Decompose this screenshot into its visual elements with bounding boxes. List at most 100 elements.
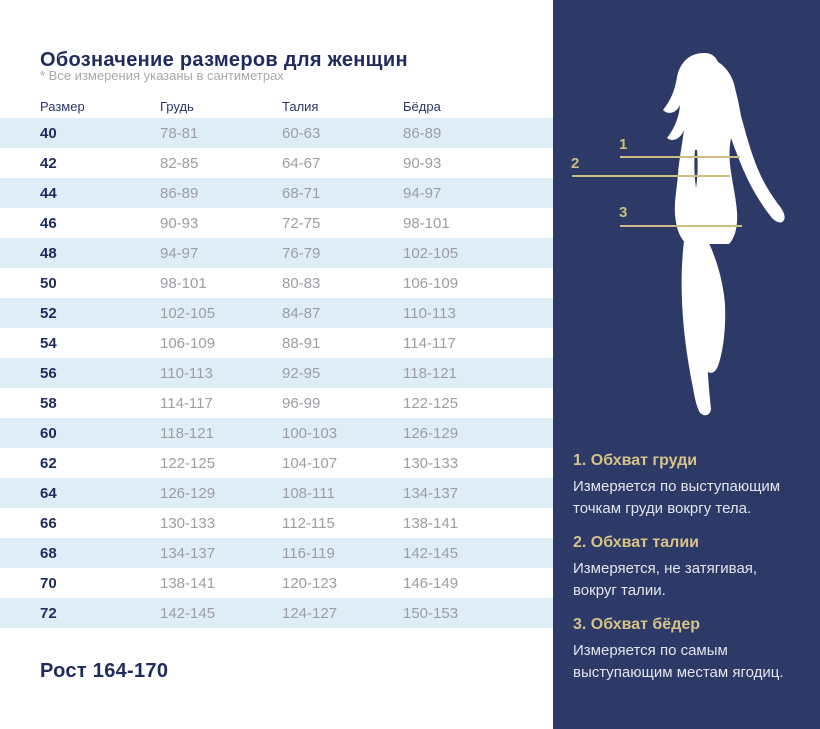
waist-cell: 116-119 <box>282 544 335 562</box>
hips-cell: 94-97 <box>403 184 442 202</box>
table-row: 62 122-125 104-107 130-133 <box>0 448 553 478</box>
table-row: 66 130-133 112-115 138-141 <box>0 508 553 538</box>
waist-cell: 120-123 <box>282 574 338 592</box>
hips-cell: 102-105 <box>403 244 459 262</box>
measure-line-1 <box>620 156 740 158</box>
measurement-notes: 1. Обхват груди Измеряется по выступающи… <box>573 452 807 698</box>
hips-cell: 150-153 <box>403 604 459 622</box>
measure-label-2: 2 <box>571 155 580 172</box>
hips-cell: 134-137 <box>403 484 459 502</box>
hips-cell: 90-93 <box>403 154 442 172</box>
chest-cell: 110-113 <box>160 364 213 382</box>
table-row: 52 102-105 84-87 110-113 <box>0 298 553 328</box>
waist-cell: 100-103 <box>282 424 338 442</box>
size-cell: 72 <box>40 604 57 622</box>
table-row: 50 98-101 80-83 106-109 <box>0 268 553 298</box>
chest-cell: 138-141 <box>160 574 216 592</box>
hips-cell: 122-125 <box>403 394 459 412</box>
page-title: Обозначение размеров для женщин <box>40 49 408 72</box>
chest-cell: 122-125 <box>160 454 216 472</box>
table-row: 40 78-81 60-63 86-89 <box>0 118 553 148</box>
table-row: 54 106-109 88-91 114-117 <box>0 328 553 358</box>
note-chest: 1. Обхват груди Измеряется по выступающи… <box>573 452 807 520</box>
chest-cell: 114-117 <box>160 394 213 412</box>
size-cell: 52 <box>40 304 57 322</box>
info-panel: 1 2 3 1. Обхват груди Измеряется по выст… <box>553 0 820 729</box>
measure-line-3 <box>620 225 742 227</box>
size-cell: 40 <box>40 124 57 142</box>
size-cell: 46 <box>40 214 57 232</box>
size-cell: 42 <box>40 154 57 172</box>
size-cell: 64 <box>40 484 57 502</box>
hips-cell: 114-117 <box>403 334 456 352</box>
hips-cell: 98-101 <box>403 214 450 232</box>
hips-cell: 146-149 <box>403 574 459 592</box>
size-cell: 48 <box>40 244 57 262</box>
table-row: 56 110-113 92-95 118-121 <box>0 358 553 388</box>
chest-cell: 78-81 <box>160 124 199 142</box>
note-waist-heading: 2. Обхват талии <box>573 534 699 551</box>
waist-cell: 76-79 <box>282 244 321 262</box>
chest-cell: 102-105 <box>160 304 216 322</box>
chest-cell: 134-137 <box>160 544 216 562</box>
table-row: 68 134-137 116-119 142-145 <box>0 538 553 568</box>
waist-cell: 72-75 <box>282 214 321 232</box>
waist-cell: 80-83 <box>282 274 321 292</box>
note-waist-body: Измеряется, не затягивая, вокруг талии. <box>573 560 758 599</box>
hips-cell: 106-109 <box>403 274 459 292</box>
chest-cell: 130-133 <box>160 514 216 532</box>
header-cell-size: Размер <box>40 98 85 114</box>
waist-cell: 108-111 <box>282 484 335 502</box>
hips-cell: 142-145 <box>403 544 459 562</box>
chest-cell: 86-89 <box>160 184 199 202</box>
table-row: 60 118-121 100-103 126-129 <box>0 418 553 448</box>
size-table: Размер Грудь Талия Бёдра 40 78-81 60-63 86-… <box>0 94 553 628</box>
waist-cell: 68-71 <box>282 184 321 202</box>
measure-line-2 <box>572 175 730 177</box>
waist-cell: 92-95 <box>282 364 321 382</box>
hips-cell: 86-89 <box>403 124 442 142</box>
waist-cell: 88-91 <box>282 334 321 352</box>
hips-cell: 138-141 <box>403 514 459 532</box>
size-cell: 58 <box>40 394 57 412</box>
waist-cell: 96-99 <box>282 394 321 412</box>
header-cell-hips: Бёдра <box>403 98 441 114</box>
waist-cell: 84-87 <box>282 304 321 322</box>
note-hips-body: Измеряется по самым выступающим местам я… <box>573 642 784 681</box>
woman-silhouette-figure <box>663 53 785 416</box>
table-header-row: Размер Грудь Талия Бёдра <box>0 94 553 118</box>
measure-label-1: 1 <box>619 136 628 153</box>
table-row: 72 142-145 124-127 150-153 <box>0 598 553 628</box>
waist-cell: 124-127 <box>282 604 338 622</box>
size-cell: 54 <box>40 334 57 352</box>
size-cell: 62 <box>40 454 57 472</box>
hips-cell: 130-133 <box>403 454 459 472</box>
size-cell: 50 <box>40 274 57 292</box>
table-row: 44 86-89 68-71 94-97 <box>0 178 553 208</box>
table-row: 70 138-141 120-123 146-149 <box>0 568 553 598</box>
size-table-rows: 40 78-81 60-63 86-89 42 82-85 64-67 90-93 44 86-8… <box>0 118 553 628</box>
size-cell: 56 <box>40 364 57 382</box>
hips-cell: 118-121 <box>403 364 457 382</box>
size-cell: 70 <box>40 574 57 592</box>
table-row: 48 94-97 76-79 102-105 <box>0 238 553 268</box>
note-waist: 2. Обхват талии Измеряется, не затягивая… <box>573 534 807 602</box>
waist-cell: 104-107 <box>282 454 338 472</box>
note-chest-heading: 1. Обхват груди <box>573 452 698 469</box>
hips-cell: 110-113 <box>403 304 456 322</box>
hips-cell: 126-129 <box>403 424 459 442</box>
chest-cell: 118-121 <box>160 424 214 442</box>
table-row: 46 90-93 72-75 98-101 <box>0 208 553 238</box>
table-row: 58 114-117 96-99 122-125 <box>0 388 553 418</box>
waist-cell: 112-115 <box>282 514 335 532</box>
chest-cell: 106-109 <box>160 334 216 352</box>
chest-cell: 94-97 <box>160 244 199 262</box>
waist-cell: 64-67 <box>282 154 321 172</box>
measure-label-3: 3 <box>619 204 628 221</box>
chest-cell: 142-145 <box>160 604 216 622</box>
chest-cell: 126-129 <box>160 484 216 502</box>
size-cell: 60 <box>40 424 57 442</box>
note-chest-body: Измеряется по выступающим точкам груди в… <box>573 478 781 517</box>
header-cell-waist: Талия <box>282 98 319 114</box>
